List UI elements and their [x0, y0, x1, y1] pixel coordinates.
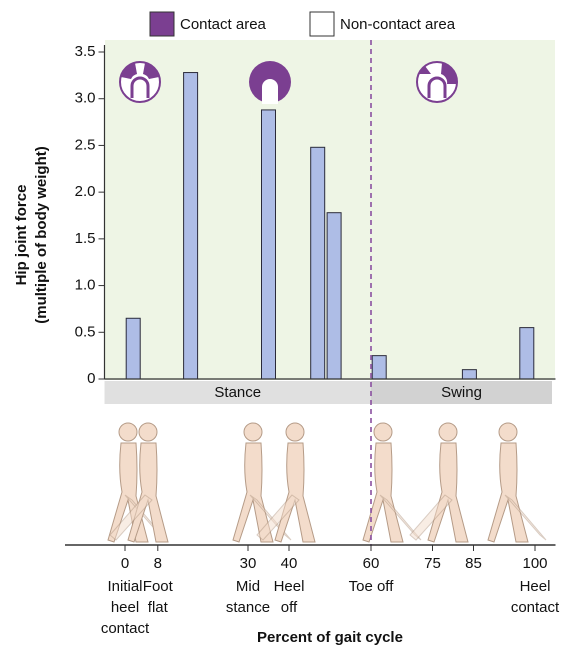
y-axis-title: (multiple of body weight)	[33, 146, 50, 323]
bar	[126, 318, 140, 379]
x-axis-title: Percent of gait cycle	[257, 629, 403, 646]
figure-body	[363, 443, 403, 542]
legend-swatch	[310, 12, 334, 36]
figure-head	[286, 423, 304, 441]
event-label: Foot	[143, 578, 174, 595]
event-label: contact	[511, 599, 560, 616]
event-label: heel	[111, 599, 139, 616]
bar	[262, 110, 276, 379]
x-tick-label: 40	[281, 555, 298, 572]
y-tick-label: 3.0	[75, 90, 96, 107]
bar	[327, 213, 341, 379]
walking-figure	[410, 423, 468, 542]
figure-head	[244, 423, 262, 441]
figure-body	[488, 443, 528, 542]
x-tick-label: 8	[154, 555, 162, 572]
bar	[372, 356, 386, 379]
figure-body	[275, 443, 315, 542]
x-tick-label: 85	[465, 555, 482, 572]
legend-label: Non-contact area	[340, 16, 456, 33]
y-tick-label: 1.5	[75, 230, 96, 247]
event-label: Heel	[520, 578, 551, 595]
event-label: Toe off	[349, 578, 395, 595]
x-tick-label: 30	[240, 555, 257, 572]
walking-figures	[108, 423, 546, 542]
bar	[520, 328, 534, 379]
y-tick-label: 1.0	[75, 277, 96, 294]
figure-head	[139, 423, 157, 441]
bar	[462, 370, 476, 379]
y-tick-label: 2.0	[75, 183, 96, 200]
x-tick-label: 75	[424, 555, 441, 572]
walking-figure	[488, 423, 546, 542]
bar	[184, 73, 198, 379]
event-label: Heel	[274, 578, 305, 595]
figure-head	[374, 423, 392, 441]
figure-body	[428, 443, 468, 542]
hip-icon	[417, 62, 457, 102]
legend-swatch	[150, 12, 174, 36]
event-label: flat	[148, 599, 169, 616]
chart: Contact area Non-contact area 0 0.5 1.0 1.5 2.…	[0, 0, 576, 646]
event-label: contact	[101, 620, 150, 637]
bar	[311, 147, 325, 379]
y-tick-label: 2.5	[75, 136, 96, 153]
x-tick-label: 0	[121, 555, 129, 572]
x-tick-label: 100	[522, 555, 547, 572]
event-label: stance	[226, 599, 270, 616]
y-tick-label: 3.5	[75, 43, 96, 60]
phase-label: Stance	[214, 384, 261, 401]
hip-icon	[120, 62, 160, 102]
event-label: Mid	[236, 578, 260, 595]
phase-label: Swing	[441, 384, 482, 401]
figure-head	[499, 423, 517, 441]
y-tick-label: 0	[87, 370, 95, 387]
y-axis-title: Hip joint force	[13, 185, 30, 286]
figure-head	[119, 423, 137, 441]
legend-label: Contact area	[180, 16, 267, 33]
event-label: off	[281, 599, 298, 616]
x-tick-label: 60	[363, 555, 380, 572]
event-label: Initial	[107, 578, 142, 595]
y-tick-label: 0.5	[75, 323, 96, 340]
figure-head	[439, 423, 457, 441]
